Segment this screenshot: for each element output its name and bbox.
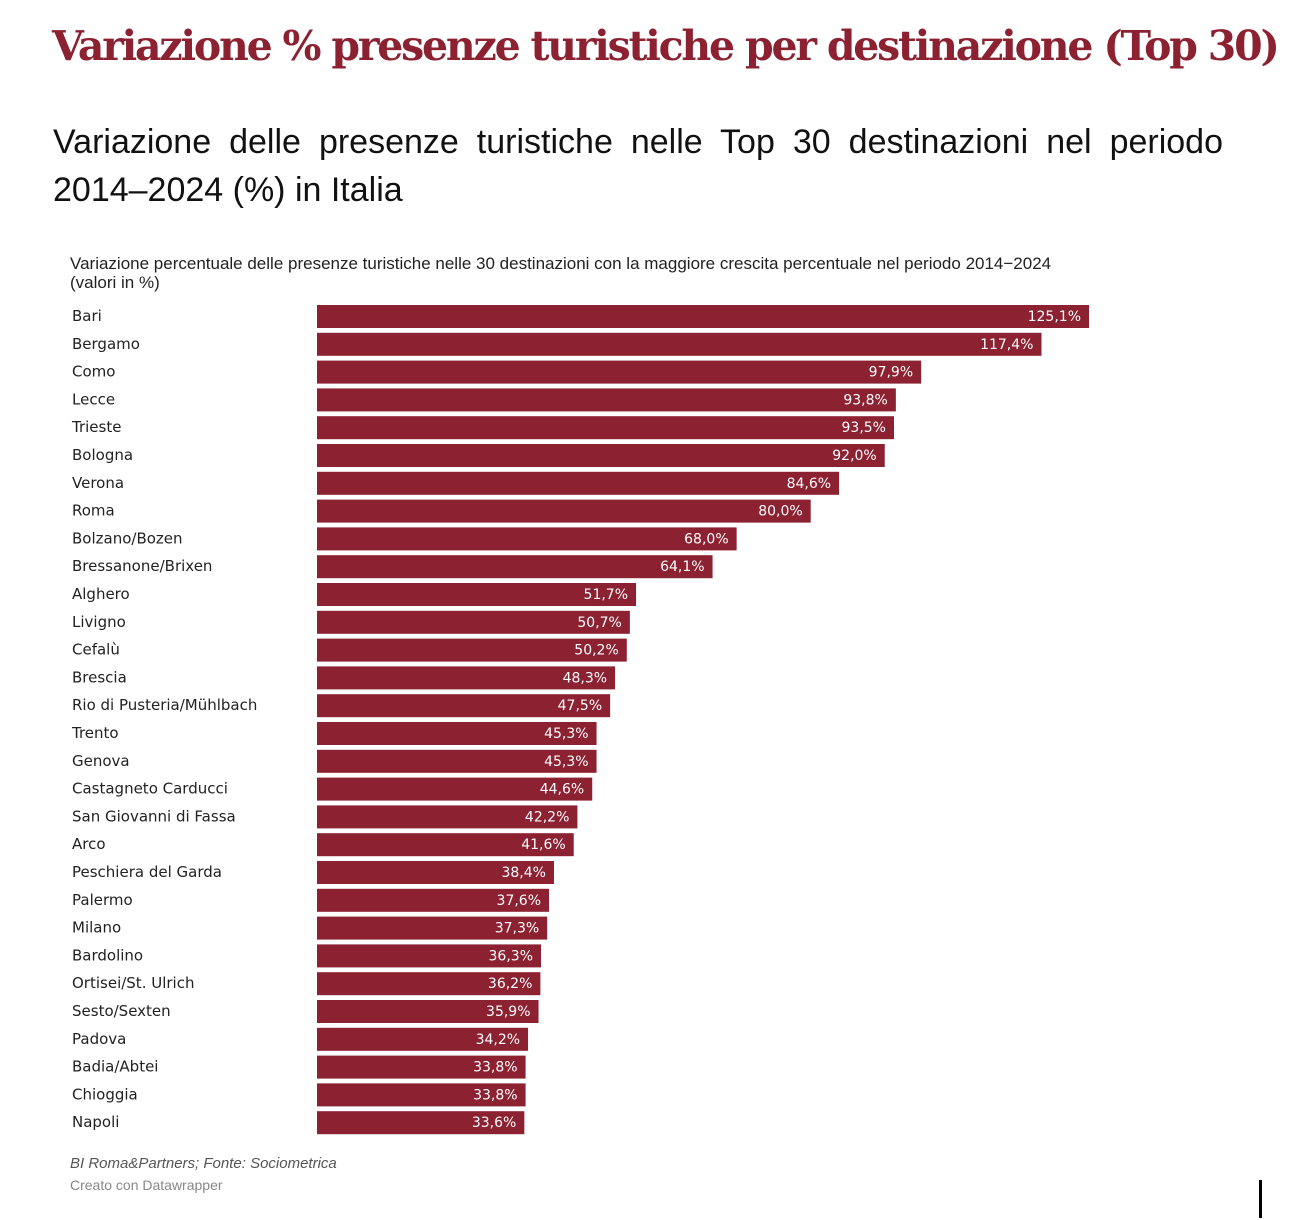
category-label: Bologna [72,446,133,464]
bar [317,944,542,968]
value-label: 35,9% [486,1004,530,1020]
category-label: San Giovanni di Fassa [72,807,236,825]
bar [317,1055,526,1079]
value-label: 125,1% [1028,309,1081,325]
value-label: 33,8% [473,1060,517,1076]
value-label: 33,8% [473,1087,517,1103]
value-label: 80,0% [758,504,802,520]
category-label: Castagneto Carducci [72,780,228,798]
value-label: 48,3% [563,670,607,686]
category-label: Bari [72,307,102,325]
bar [317,416,894,440]
category-label: Bressanone/Brixen [72,557,212,575]
text-cursor [1259,1180,1262,1218]
category-label: Alghero [72,585,130,603]
category-label: Sesto/Sexten [72,1002,171,1020]
category-label: Badia/Abtei [72,1058,158,1076]
category-label: Verona [72,474,124,492]
category-label: Arco [72,835,106,853]
category-label: Bolzano/Bozen [72,529,183,547]
value-label: 36,2% [488,976,532,992]
bar [317,888,550,912]
category-label: Brescia [72,668,127,686]
bar [317,1027,529,1051]
bar [317,722,597,745]
category-label: Trento [71,724,119,742]
bar [317,638,627,662]
category-label: Ortisei/St. Ulrich [72,974,194,992]
bar [317,1111,525,1135]
category-label: Cefalù [72,641,120,659]
bar [317,610,630,634]
bar [317,360,922,384]
bar [317,444,885,467]
value-label: 41,6% [521,837,565,853]
bar [317,305,1089,328]
category-label: Trieste [71,418,121,436]
value-label: 68,0% [684,531,728,547]
category-label: Bergamo [72,335,140,353]
category-label: Peschiera del Garda [72,863,222,881]
chart-title: Variazione percentuale delle presenze tu… [70,254,1052,292]
value-label: 45,3% [544,754,588,770]
value-label: 92,0% [832,448,876,464]
value-label: 97,9% [869,365,913,381]
category-label: Chioggia [72,1085,138,1103]
value-label: 33,6% [472,1115,516,1131]
value-label: 50,7% [577,615,621,631]
bar [317,471,840,495]
category-label: Lecce [72,390,115,408]
bar [317,527,737,551]
chart-source: BI Roma&Partners; Fonte: Sociometrica [70,1155,337,1172]
category-label: Genova [72,752,130,770]
value-label: 93,8% [843,392,887,408]
bar-chart: Bari 125,1% Bergamo 117,4% Como 97,9% Lecce 93,… [71,305,1089,1135]
bar [317,805,578,829]
category-label: Bardolino [72,946,143,964]
value-label: 37,3% [495,921,539,937]
bar [317,555,713,579]
value-label: 47,5% [558,698,602,714]
value-label: 36,3% [489,948,533,964]
bar [317,666,616,690]
category-label: Como [72,363,115,381]
bar [317,694,611,718]
chart-credit[interactable]: Creato con Datawrapper [70,1177,223,1193]
bar [317,833,574,857]
category-label: Padova [72,1030,126,1048]
value-label: 51,7% [584,587,628,603]
bar [317,332,1042,356]
category-label: Rio di Pusteria/Mühlbach [72,696,257,714]
bar [317,777,593,801]
value-label: 45,3% [544,726,588,742]
value-label: 38,4% [501,865,545,881]
category-label: Napoli [72,1113,119,1131]
value-label: 117,4% [980,337,1033,353]
value-label: 84,6% [787,476,831,492]
bar [317,1083,526,1107]
value-label: 34,2% [476,1032,520,1048]
category-label: Palermo [72,891,133,909]
category-label: Roma [72,502,115,520]
category-label: Livigno [72,613,126,631]
category-label: Milano [72,919,121,937]
bar [317,749,597,773]
value-label: 42,2% [525,809,569,825]
value-label: 44,6% [540,782,584,798]
value-label: 93,5% [842,420,886,436]
bar [317,972,541,996]
value-label: 50,2% [574,643,618,659]
bar [317,861,554,884]
bar [317,388,896,412]
page-title: Variazione % presenze turistiche per des… [52,22,1280,70]
value-label: 37,6% [497,893,541,909]
value-label: 64,1% [660,559,704,575]
bar [317,916,548,940]
bar [317,583,637,606]
bar [317,499,811,523]
bar [317,1000,539,1023]
page-subtitle: Variazione delle presenze turistiche nel… [53,123,1223,209]
